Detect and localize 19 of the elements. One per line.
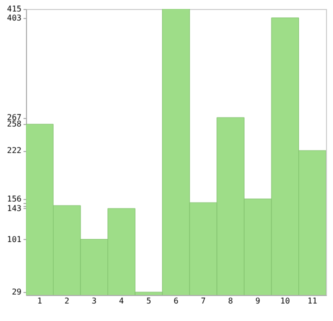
x-tick-label: 2: [64, 296, 70, 306]
y-tick-label: 29: [12, 288, 22, 297]
x-tick-label: 7: [200, 296, 206, 306]
y-tick-label: 143: [7, 204, 22, 213]
x-tick-label: 5: [146, 296, 152, 306]
x-tick-label: 4: [119, 296, 124, 306]
y-tick-label: 415: [7, 4, 22, 14]
y-tick-label: 222: [7, 146, 22, 156]
x-tick-label: 3: [92, 296, 97, 306]
y-tick-label: 156: [7, 194, 22, 204]
x-tick-label: 6: [174, 296, 179, 306]
x-tick-label: 11: [308, 296, 318, 306]
x-tick-label: 8: [228, 296, 234, 306]
x-tick-label: 1: [37, 296, 42, 306]
x-tick-label: 9: [255, 296, 260, 306]
y-tick-label: 101: [7, 234, 22, 244]
x-tick-label: 10: [280, 296, 290, 306]
y-tick-label: 403: [7, 13, 22, 22]
y-tick-label: 258: [7, 120, 22, 129]
